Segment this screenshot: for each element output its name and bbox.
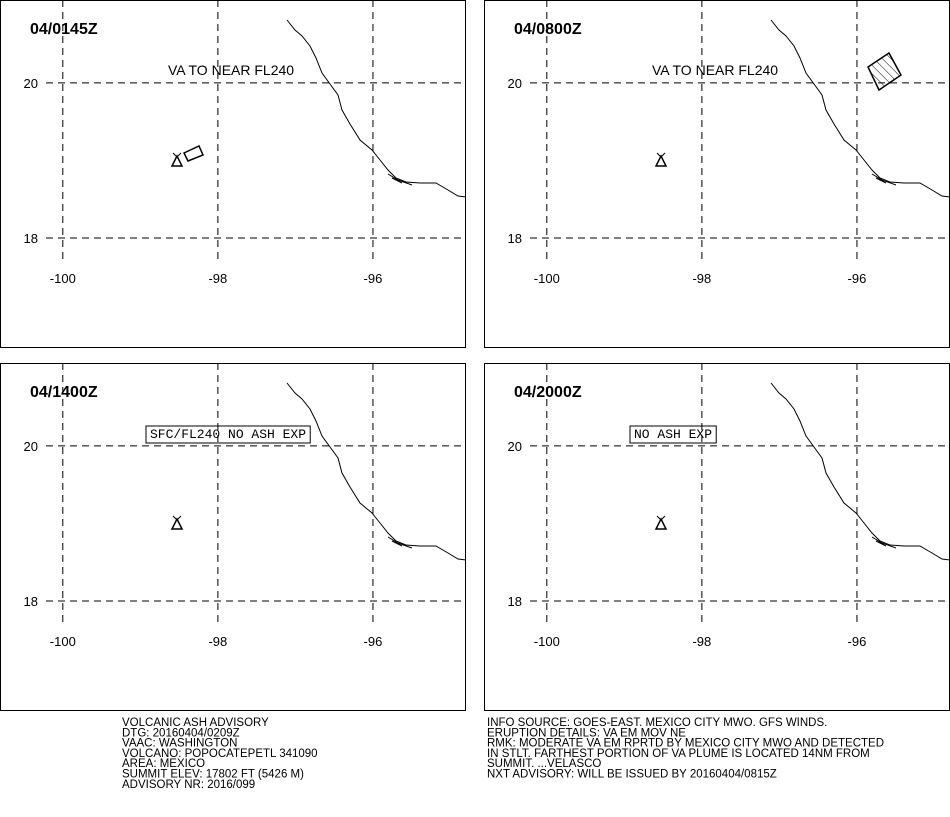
lat-tick-label: 20	[24, 76, 38, 91]
lon-tick-label: -100	[50, 271, 76, 286]
lon-tick-label: -100	[534, 271, 560, 286]
advisory-line: NXT ADVISORY: WILL BE ISSUED BY 20160404…	[487, 769, 777, 781]
coastline	[771, 20, 950, 197]
lon-tick-label: -100	[50, 634, 76, 649]
lat-tick-label: 18	[24, 231, 38, 246]
map-panel: -100 -98 -96 20 18 04/0145Z VA TO NEAR FL240	[1, 0, 467, 348]
panel-border	[485, 1, 950, 348]
coastline	[771, 383, 950, 560]
lon-tick-label: -100	[534, 634, 560, 649]
lat-tick-label: 18	[24, 594, 38, 609]
lon-tick-label: -96	[364, 634, 383, 649]
ash-plume	[868, 53, 901, 90]
annotation: SFC/FL240 NO ASH EXP	[150, 427, 306, 442]
panel-border	[1, 364, 466, 711]
lat-tick-label: 18	[508, 594, 522, 609]
lon-tick-label: -98	[208, 271, 227, 286]
coastline	[287, 20, 466, 197]
annotation: VA TO NEAR FL240	[652, 62, 778, 78]
lon-tick-label: -98	[692, 271, 711, 286]
valid-time: 04/0800Z	[514, 21, 582, 38]
lon-tick-label: -96	[364, 271, 383, 286]
volcano-symbol	[172, 516, 182, 529]
annotation: VA TO NEAR FL240	[168, 62, 294, 78]
coastline	[287, 383, 466, 560]
valid-time: 04/0145Z	[30, 21, 98, 38]
lat-tick-label: 20	[24, 439, 38, 454]
map-panel: -100 -98 -96 20 18 04/1400Z SFC/FL240 NO ASH E…	[1, 363, 467, 711]
lon-tick-label: -96	[848, 271, 867, 286]
lon-tick-label: -98	[692, 634, 711, 649]
panel-border	[485, 364, 950, 711]
ash-plume	[184, 146, 203, 161]
advisory-line: ADVISORY NR: 2016/099	[122, 779, 255, 791]
lat-tick-label: 20	[508, 76, 522, 91]
valid-time: 04/1400Z	[30, 384, 98, 401]
volcano-symbol	[172, 153, 182, 166]
valid-time: 04/2000Z	[514, 384, 582, 401]
map-panel: -100 -98 -96 20 18 04/2000Z NO ASH EXP	[485, 363, 950, 711]
lon-tick-label: -96	[848, 634, 867, 649]
volcano-symbol	[656, 153, 666, 166]
volcano-symbol	[656, 516, 666, 529]
annotation: NO ASH EXP	[634, 427, 712, 442]
panel-border	[1, 1, 466, 348]
lat-tick-label: 20	[508, 439, 522, 454]
lat-tick-label: 18	[508, 231, 522, 246]
lon-tick-label: -98	[208, 634, 227, 649]
map-panel: -100 -98 -96 20 18 04/0800Z VA TO NEAR FL240	[485, 0, 950, 348]
